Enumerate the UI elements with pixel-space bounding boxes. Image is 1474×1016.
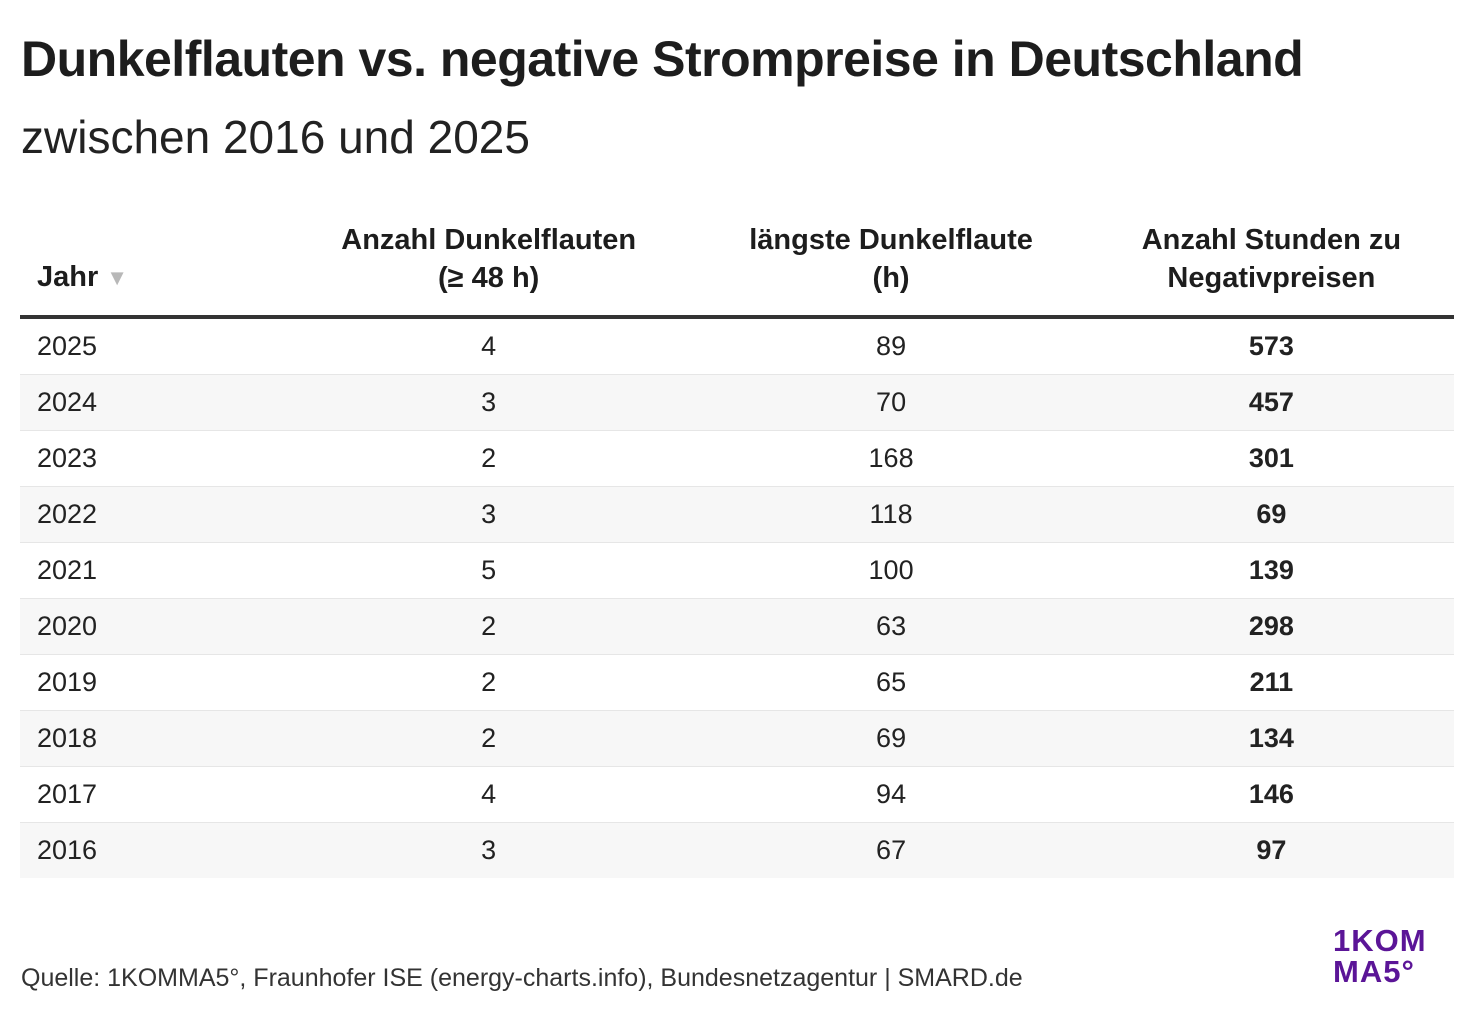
cell-anzahl-dunkelflauten: 2 <box>284 430 694 487</box>
cell-laengste-dunkelflaute: 67 <box>693 822 1089 878</box>
cell-anzahl-dunkelflauten: 2 <box>284 710 694 767</box>
cell-anzahl-dunkelflauten: 5 <box>284 542 694 599</box>
cell-stunden-negativpreise: 146 <box>1088 766 1454 823</box>
table-row: 2016 3 67 97 <box>20 822 1454 878</box>
table-header-row: Jahr ▼ Anzahl Dunkelflauten (≥ 48 h) längs… <box>20 215 1454 319</box>
table-row: 2021 5 100 139 <box>20 542 1454 599</box>
cell-anzahl-dunkelflauten: 3 <box>284 374 694 431</box>
table-row: 2019 2 65 211 <box>20 654 1454 711</box>
column-header-laengste-dunkelflaute[interactable]: längste Dunkelflaute (h) <box>693 215 1089 319</box>
cell-stunden-negativpreise: 69 <box>1088 486 1454 543</box>
table-row: 2023 2 168 301 <box>20 430 1454 487</box>
cell-jahr: 2024 <box>20 374 284 431</box>
cell-stunden-negativpreise: 134 <box>1088 710 1454 767</box>
column-header-jahr[interactable]: Jahr ▼ <box>20 215 284 319</box>
cell-stunden-negativpreise: 97 <box>1088 822 1454 878</box>
column-header-label: Anzahl Dunkelflauten <box>341 224 637 256</box>
cell-anzahl-dunkelflauten: 3 <box>284 822 694 878</box>
chart-title: Dunkelflauten vs. negative Strompreise i… <box>21 31 1304 87</box>
cell-anzahl-dunkelflauten: 4 <box>284 766 694 823</box>
column-header-label: Jahr <box>37 260 99 293</box>
column-header-label: (h) <box>872 262 910 294</box>
chart-subtitle: zwischen 2016 und 2025 <box>21 111 530 163</box>
cell-stunden-negativpreise: 573 <box>1088 317 1454 375</box>
cell-stunden-negativpreise: 301 <box>1088 430 1454 487</box>
column-header-label: Negativpreisen <box>1167 262 1376 294</box>
cell-jahr: 2019 <box>20 654 284 711</box>
table-row: 2025 4 89 573 <box>20 317 1454 375</box>
cell-jahr: 2023 <box>20 430 284 487</box>
cell-laengste-dunkelflaute: 70 <box>693 374 1089 431</box>
table-row: 2022 3 118 69 <box>20 486 1454 543</box>
column-header-anzahl-dunkelflauten[interactable]: Anzahl Dunkelflauten (≥ 48 h) <box>284 215 694 319</box>
cell-jahr: 2025 <box>20 317 284 375</box>
column-header-stunden-negativpreise[interactable]: Anzahl Stunden zu Negativpreisen <box>1088 215 1454 319</box>
sort-descending-icon[interactable]: ▼ <box>106 265 129 290</box>
cell-anzahl-dunkelflauten: 2 <box>284 598 694 655</box>
cell-stunden-negativpreise: 457 <box>1088 374 1454 431</box>
cell-anzahl-dunkelflauten: 2 <box>284 654 694 711</box>
logo-line-2: MA5° <box>1333 954 1415 989</box>
cell-anzahl-dunkelflauten: 4 <box>284 317 694 375</box>
cell-anzahl-dunkelflauten: 3 <box>284 486 694 543</box>
cell-laengste-dunkelflaute: 100 <box>693 542 1089 599</box>
cell-jahr: 2020 <box>20 598 284 655</box>
cell-laengste-dunkelflaute: 69 <box>693 710 1089 767</box>
brand-logo: 1KOM MA5° <box>1333 925 1427 987</box>
cell-laengste-dunkelflaute: 168 <box>693 430 1089 487</box>
cell-stunden-negativpreise: 298 <box>1088 598 1454 655</box>
cell-laengste-dunkelflaute: 94 <box>693 766 1089 823</box>
table-row: 2024 3 70 457 <box>20 374 1454 431</box>
table-row: 2018 2 69 134 <box>20 710 1454 767</box>
cell-stunden-negativpreise: 211 <box>1088 654 1454 711</box>
table-row: 2017 4 94 146 <box>20 766 1454 823</box>
cell-laengste-dunkelflaute: 63 <box>693 598 1089 655</box>
cell-laengste-dunkelflaute: 89 <box>693 317 1089 375</box>
cell-stunden-negativpreise: 139 <box>1088 542 1454 599</box>
column-header-label: (≥ 48 h) <box>438 262 540 294</box>
column-header-label: Anzahl Stunden zu <box>1141 224 1402 256</box>
cell-jahr: 2022 <box>20 486 284 543</box>
data-table: Jahr ▼ Anzahl Dunkelflauten (≥ 48 h) längs… <box>20 215 1454 878</box>
logo-line-1: 1KOM <box>1333 923 1427 958</box>
cell-jahr: 2016 <box>20 822 284 878</box>
table-body: 2025 4 89 573 2024 3 70 457 2023 2 168 301 2022 3 118 6… <box>20 317 1454 878</box>
source-note: Quelle: 1KOMMA5°, Fraunhofer ISE (energy… <box>21 964 1023 992</box>
cell-jahr: 2021 <box>20 542 284 599</box>
cell-laengste-dunkelflaute: 118 <box>693 486 1089 543</box>
cell-jahr: 2018 <box>20 710 284 767</box>
cell-laengste-dunkelflaute: 65 <box>693 654 1089 711</box>
cell-jahr: 2017 <box>20 766 284 823</box>
table-row: 2020 2 63 298 <box>20 598 1454 655</box>
column-header-label: längste Dunkelflaute <box>749 224 1033 256</box>
